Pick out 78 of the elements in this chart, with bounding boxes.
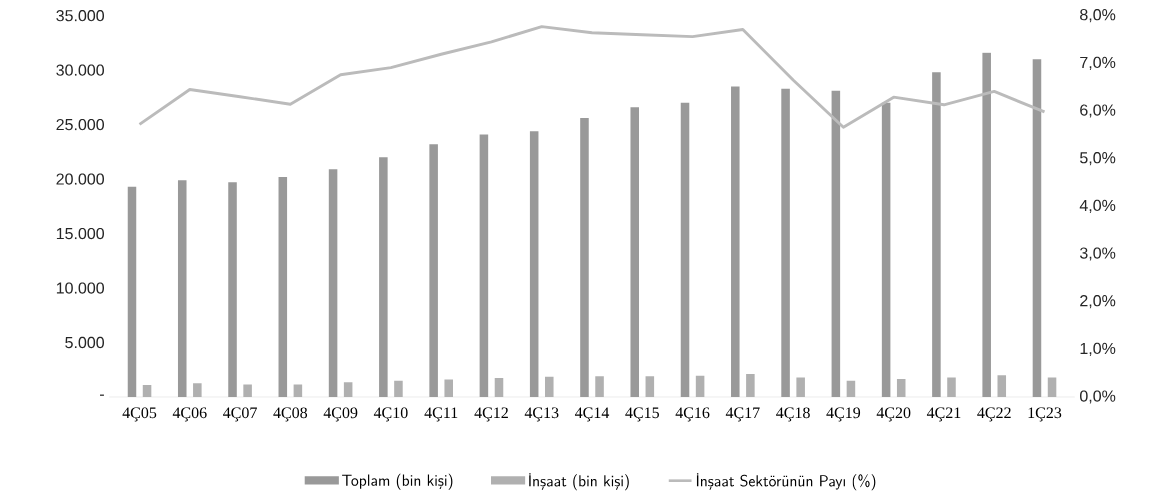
x-tick-label: 4Ç21: [926, 407, 961, 422]
bar: [142, 385, 152, 397]
x-tick-label: 4Ç15: [625, 407, 659, 422]
y-tick-label: 30.000: [56, 64, 105, 76]
y-tick-label: 35.000: [56, 10, 105, 22]
x-tick-label: 4Ç20: [876, 407, 911, 422]
x-tick-label: 4Ç13: [524, 407, 559, 422]
x-tick-label: 4Ç07: [223, 407, 257, 422]
x-tick-label: 4Ç19: [826, 407, 861, 422]
legend-label: İnşaat Sektörünün Payı (%): [696, 473, 876, 491]
y2-tick-label: 4,0%: [1079, 199, 1116, 213]
bar: [127, 186, 137, 397]
bar: [394, 380, 403, 397]
line-series: [138, 25, 1046, 129]
bar: [997, 375, 1007, 397]
bar: [328, 169, 338, 397]
bar: [896, 379, 906, 397]
x-tick-label: 4Ç22: [977, 407, 1011, 422]
bar: [529, 131, 539, 397]
x-tick-label: 4Ç09: [323, 407, 358, 422]
bar: [444, 379, 453, 397]
bar: [680, 102, 690, 397]
x-tick-label: 4Ç10: [373, 407, 408, 422]
bar: [228, 182, 237, 397]
legend-label: İnşaat (bin kişi): [529, 473, 629, 491]
legend-label: Toplam (bin kişi): [342, 473, 453, 490]
bar: [947, 377, 956, 397]
bar: [243, 384, 252, 397]
bar: [932, 72, 941, 397]
y-tick-label: -: [100, 394, 104, 396]
bar: [545, 376, 554, 397]
y2-tick-label: 7,0%: [1080, 56, 1116, 70]
bar: [343, 382, 353, 397]
bar: [630, 107, 640, 397]
bar: [177, 180, 187, 397]
bar: [293, 384, 303, 397]
bar: [846, 380, 856, 397]
y2-tick-label: 3,0%: [1079, 247, 1116, 261]
bar: [580, 118, 589, 397]
y2-tick-label: 5,0%: [1080, 152, 1116, 166]
y-tick-label: 10.000: [56, 282, 105, 294]
x-tick-label: 4Ç17: [725, 407, 760, 422]
bar: [1047, 377, 1057, 397]
x-tick-label: 4Ç06: [172, 407, 207, 422]
x-tick-label: 4Ç11: [424, 407, 458, 422]
x-tick-label: 1Ç23: [1028, 407, 1062, 422]
bar: [1032, 59, 1042, 397]
x-tick-label: 4Ç08: [273, 407, 308, 422]
x-tick-label: 4Ç14: [574, 407, 610, 422]
bar: [479, 134, 489, 397]
y2-tick-label: 1,0%: [1080, 342, 1116, 356]
y-tick-label: 15.000: [56, 227, 105, 240]
y-tick-label: 20.000: [56, 173, 105, 185]
bar: [881, 102, 891, 397]
x-tick-label: 4Ç05: [122, 407, 157, 422]
bar: [645, 376, 655, 397]
bar: [494, 377, 504, 397]
bar: [379, 157, 388, 397]
y2-tick-label: 2,0%: [1080, 295, 1116, 309]
bar: [193, 383, 202, 397]
y2-tick-label: 6,0%: [1080, 104, 1116, 118]
x-tick-label: 4Ç12: [474, 407, 508, 422]
bar: [278, 176, 288, 397]
bar: [781, 88, 790, 397]
bar: [695, 375, 705, 397]
y-tick-label: 25.000: [56, 118, 105, 131]
x-tick-label: 4Ç16: [675, 407, 710, 422]
bar: [746, 374, 755, 397]
bar: [796, 377, 805, 397]
y-tick-label: 5.000: [65, 336, 105, 349]
bar: [831, 90, 841, 397]
bar: [595, 376, 604, 397]
y2-tick-label: 0,0%: [1080, 390, 1116, 404]
bar: [429, 144, 438, 397]
x-tick-label: 4Ç18: [776, 407, 810, 422]
y2-tick-label: 8,0%: [1080, 9, 1116, 23]
bar: [731, 86, 740, 397]
bar: [982, 52, 991, 397]
